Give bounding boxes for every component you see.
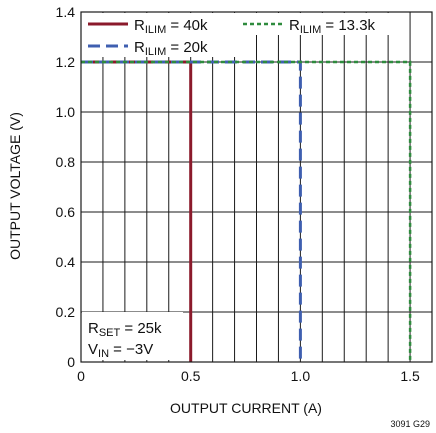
y-axis-label: OUTPUT VOLTAGE (V): [7, 112, 23, 260]
axes: 0 0.2 0.4 0.6 0.8 1.0 1.2 1.4 0 0.5 1.0 1.5: [56, 4, 433, 384]
legend-background: [240, 13, 390, 35]
grid: [81, 12, 432, 362]
x-axis-label: OUTPUT CURRENT (A): [170, 400, 322, 416]
series-group: [81, 60, 412, 362]
figure-id: 3091 G29: [390, 419, 430, 429]
annotation-line-1: RSET = 25k: [88, 320, 162, 339]
y-tick-label: 1.2: [56, 54, 76, 70]
x-tick-label: 1.0: [291, 368, 311, 384]
annotation-line-2: VIN = −3V: [88, 341, 153, 360]
y-tick-label: 0.8: [56, 154, 76, 170]
y-tick-label: 0.6: [56, 204, 76, 220]
plot-border: [80, 11, 433, 363]
x-tick-label: 1.5: [400, 368, 420, 384]
x-tick-label: 0: [77, 368, 85, 384]
y-tick-label: 0: [67, 354, 75, 370]
legend-label-2: RILIM = 20k: [134, 39, 208, 58]
legend-label-1: RILIM = 40k: [134, 17, 208, 36]
series-line-3: [81, 60, 412, 362]
x-tick-label: 0.5: [181, 368, 201, 384]
legend-label-3: RILIM = 13.3k: [289, 17, 376, 36]
y-tick-label: 1.0: [56, 104, 76, 120]
y-tick-label: 0.2: [56, 304, 76, 320]
legend: RILIM = 40k RILIM = 20k RILIM = 13.3k: [82, 13, 390, 58]
legend-background: [82, 13, 242, 57]
annotation-background: [82, 312, 183, 360]
y-tick-label: 0.4: [56, 254, 76, 270]
y-tick-label: 1.4: [56, 4, 76, 20]
annotation-box: RSET = 25k VIN = −3V: [82, 312, 183, 360]
